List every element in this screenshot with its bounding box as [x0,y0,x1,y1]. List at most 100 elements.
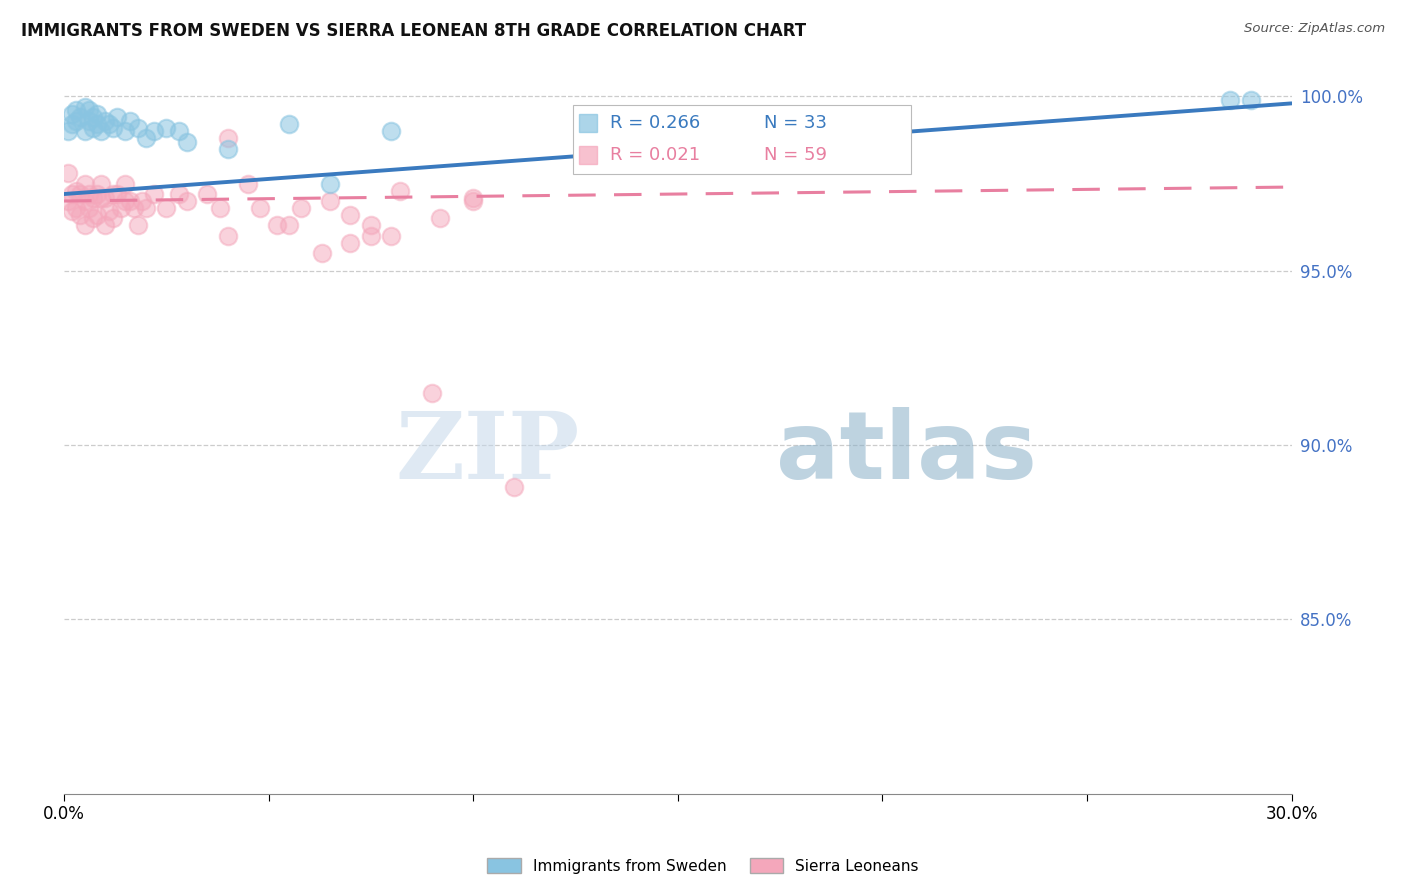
Point [86,107,108,121]
Point [77,113,100,128]
Point [69,111,91,125]
Point [65,103,87,118]
Point [155,120,177,135]
FancyBboxPatch shape [574,104,911,174]
Point [56,166,79,180]
Point [195,187,218,202]
Point [69,187,91,202]
Point [127,120,149,135]
Point [217,228,239,243]
Point [249,201,271,215]
Point [176,194,198,208]
Legend: Immigrants from Sweden, Sierra Leoneans: Immigrants from Sweden, Sierra Leoneans [481,852,925,880]
Point [114,124,136,138]
Point [155,201,177,215]
Point [77,103,100,118]
Point [503,480,526,494]
Point [238,177,260,191]
Point [105,187,128,202]
Point [278,219,301,233]
Point [98,204,121,219]
Point [60,107,83,121]
Point [65,184,87,198]
Point [82,211,104,226]
Point [360,219,382,233]
Text: R = 0.266: R = 0.266 [610,114,700,132]
Point [73,124,96,138]
Point [65,113,87,128]
Point [380,124,402,138]
Point [380,228,402,243]
Point [429,211,451,226]
Point [118,194,141,208]
Point [98,117,121,131]
Point [56,124,79,138]
Point [217,142,239,156]
Point [101,211,124,226]
Point [1219,93,1241,107]
Point [86,187,108,202]
Point [114,194,136,208]
Point [143,124,166,138]
Point [94,219,117,233]
Point [135,131,157,145]
Text: ZIP: ZIP [395,408,579,498]
Point [77,201,100,215]
Point [339,208,361,222]
Point [82,190,104,204]
Point [90,177,112,191]
Point [339,235,361,250]
Point [311,246,333,260]
Text: N = 59: N = 59 [763,146,827,164]
Point [319,177,342,191]
Point [278,117,301,131]
Point [319,194,342,208]
Point [420,385,443,400]
Point [388,184,411,198]
Point [463,194,485,208]
Text: IMMIGRANTS FROM SWEDEN VS SIERRA LEONEAN 8TH GRADE CORRELATION CHART: IMMIGRANTS FROM SWEDEN VS SIERRA LEONEAN… [21,22,806,40]
Point [131,194,153,208]
Point [167,187,190,202]
Point [101,187,124,202]
Point [463,190,485,204]
Point [135,201,157,215]
Point [176,135,198,149]
Point [118,113,141,128]
Point [73,177,96,191]
Point [110,201,132,215]
Point [1239,93,1261,107]
Text: atlas: atlas [776,407,1038,499]
Point [69,208,91,222]
Point [90,124,112,138]
Point [82,111,104,125]
Point [114,177,136,191]
Point [60,187,83,202]
Point [290,201,312,215]
Text: Source: ZipAtlas.com: Source: ZipAtlas.com [1244,22,1385,36]
Point [86,117,108,131]
Point [143,187,166,202]
Point [82,120,104,135]
Point [127,219,149,233]
Point [90,190,112,204]
Point [105,111,128,125]
Point [94,190,117,204]
Point [266,219,288,233]
Point [60,117,83,131]
Point [77,187,100,202]
Text: N = 33: N = 33 [763,114,827,132]
Text: R = 0.021: R = 0.021 [610,146,700,164]
Point [60,204,83,219]
Point [86,208,108,222]
Point [360,228,382,243]
Point [208,201,231,215]
Point [56,194,79,208]
Point [122,201,145,215]
Point [73,100,96,114]
Point [65,201,87,215]
Point [73,194,96,208]
Point [94,113,117,128]
Point [167,124,190,138]
Point [73,219,96,233]
